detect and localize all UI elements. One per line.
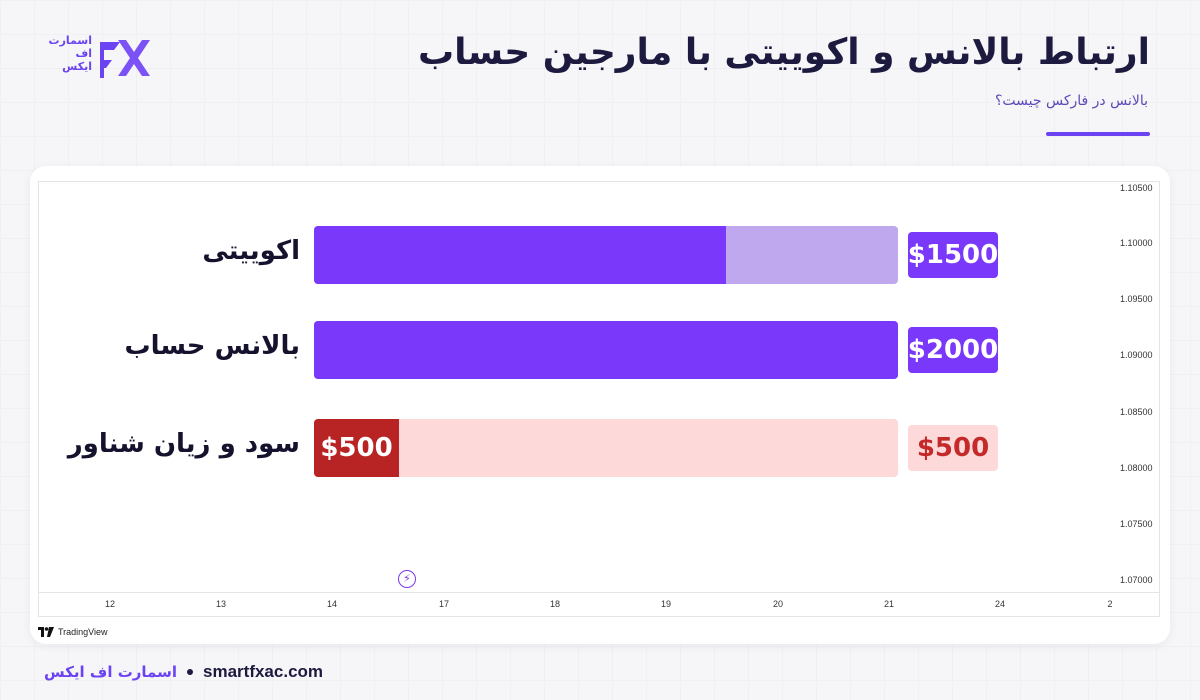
bar-inner-label: $500: [320, 433, 393, 463]
price-tick: 1.10000: [1120, 238, 1153, 248]
logo-line-1: اسمارت: [48, 34, 92, 47]
time-tick: 21: [883, 599, 895, 609]
time-tick: 20: [772, 599, 784, 609]
bar-track: [314, 226, 898, 284]
price-tick: 1.10500: [1120, 183, 1153, 193]
footer-dot: [187, 669, 194, 675]
price-tick: 1.09500: [1120, 294, 1153, 304]
bar-fill: [314, 226, 726, 284]
time-tick: 2: [1107, 599, 1113, 609]
bar-fill: [314, 321, 898, 379]
price-tick: 1.08000: [1120, 463, 1153, 473]
logo-line-2: اف: [75, 47, 92, 60]
value-tag: $1500: [908, 232, 998, 278]
tradingview-icon: [38, 627, 54, 637]
bar-fill: [314, 419, 399, 477]
fx-logo-icon: [100, 40, 150, 78]
logo-line-3: ایکس: [62, 60, 92, 73]
time-tick: 13: [215, 599, 227, 609]
logo-text: اسمارت اف ایکس: [42, 34, 92, 73]
price-tick: 1.07000: [1120, 575, 1153, 585]
time-tick: 18: [549, 599, 561, 609]
row-label: اکوییتی: [202, 236, 300, 266]
brand-logo: اسمارت اف ایکس: [42, 34, 154, 84]
time-axis: 12 13 14 17 18 19 20 21 24 2: [38, 592, 1160, 616]
value-tag: $2000: [908, 327, 998, 373]
time-tick: 19: [660, 599, 672, 609]
bar-track: [314, 321, 898, 379]
price-tick: 1.09000: [1120, 350, 1153, 360]
time-tick: 24: [994, 599, 1006, 609]
lightning-icon[interactable]: ⚡: [398, 570, 416, 588]
time-tick: 17: [438, 599, 450, 609]
tradingview-label: TradingView: [58, 627, 108, 637]
page-subtitle: بالانس در فارکس چیست؟: [994, 93, 1148, 109]
title-underline: [1046, 132, 1150, 136]
page-title: ارتباط بالانس و اکوییتی با مارجین حساب: [417, 32, 1150, 73]
time-tick: 12: [104, 599, 116, 609]
price-tick: 1.07500: [1120, 519, 1153, 529]
tradingview-logo: TradingView: [38, 625, 108, 639]
row-label: سود و زیان شناور: [67, 429, 300, 459]
footer-brand: اسمارت اف ایکس: [44, 663, 178, 681]
bar-track: $500: [314, 419, 898, 477]
footer-site-link[interactable]: smartfxac.com: [203, 662, 324, 681]
footer: اسمارت اف ایکس smartfxac.com: [44, 662, 323, 682]
value-tag: $500: [908, 425, 998, 471]
row-label: بالانس حساب: [124, 331, 300, 361]
time-tick: 14: [326, 599, 338, 609]
price-axis: 1.10500 1.10000 1.09500 1.09000 1.08500 …: [1112, 181, 1160, 593]
price-tick: 1.08500: [1120, 407, 1153, 417]
